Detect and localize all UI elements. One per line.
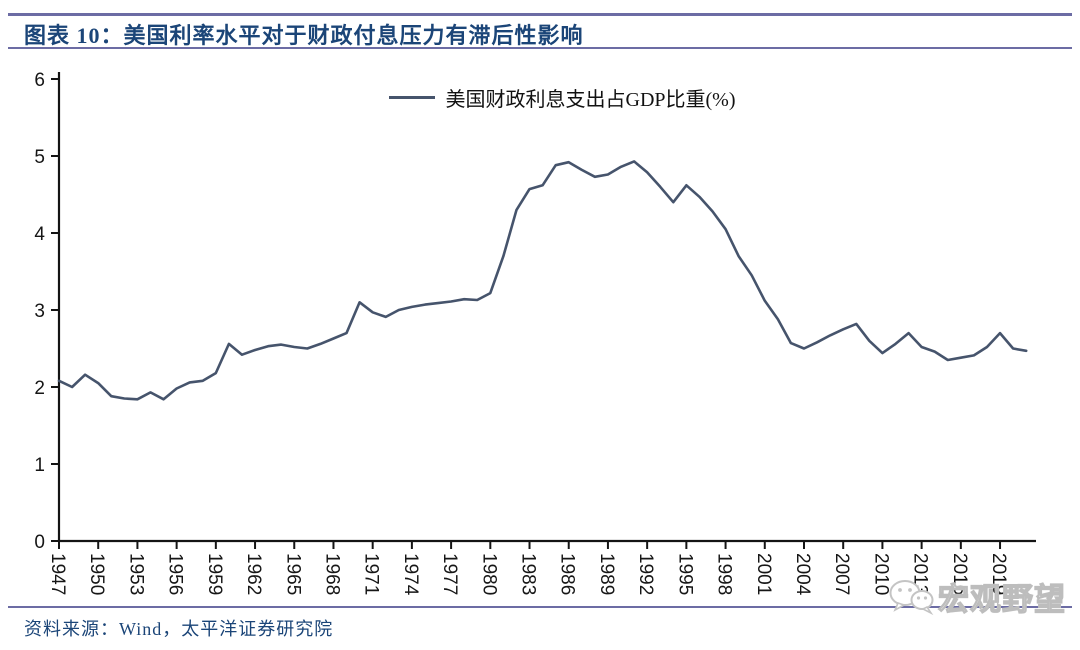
x-tick-label: 1980: [478, 553, 499, 595]
x-tick-label: 1959: [204, 553, 225, 595]
x-tick-label: 1965: [282, 553, 303, 595]
series-line: [57, 160, 1028, 401]
y-tick-label: 0: [34, 532, 45, 553]
x-tick-label: 1992: [635, 553, 656, 595]
y-tick-label: 2: [34, 378, 45, 399]
x-tick-label: 1998: [714, 553, 735, 595]
x-tick-label: 1983: [518, 553, 539, 595]
figure-title: 图表 10：美国利率水平对于财政付息压力有滞后性影响: [24, 23, 584, 48]
x-tick-label: 2010: [870, 553, 891, 595]
x-tick-label: 1974: [400, 553, 421, 596]
x-tick-label: 1962: [243, 553, 264, 595]
legend-line-marker: [388, 95, 435, 99]
source-note: 资料来源：Wind，太平洋证券研究院: [24, 619, 334, 639]
x-tick-label: 1950: [86, 553, 107, 595]
watermark: 宏观野望: [888, 574, 1066, 619]
y-tick-label: 5: [34, 147, 45, 168]
x-tick-label: 1971: [361, 553, 382, 595]
x-tick-label: 1968: [321, 553, 342, 595]
x-tick-label: 2016: [949, 553, 970, 595]
x-tick-label: 2004: [792, 553, 813, 596]
legend-label: 美国财政利息支出占GDP比重(%): [445, 88, 736, 111]
x-tick-label: 2019: [988, 553, 1009, 595]
y-tick-label: 1: [34, 455, 45, 476]
y-tick-label: 3: [34, 301, 45, 322]
bottom-rule: [8, 606, 1072, 608]
wechat-icon: [889, 579, 934, 615]
x-tick-label: 1986: [557, 553, 578, 595]
x-tick-label: 1995: [674, 553, 695, 595]
top-rule: [8, 13, 1072, 16]
x-tick-label: 2001: [753, 553, 774, 595]
chart-legend: 美国财政利息支出占GDP比重(%): [0, 84, 1080, 111]
x-tick-label: 1956: [165, 553, 186, 595]
y-tick-label: 4: [34, 224, 45, 245]
watermark-text: 宏观野望: [937, 581, 1066, 617]
y-tick-label: 6: [34, 70, 45, 91]
x-tick-label: 1989: [596, 553, 617, 595]
x-tick-label: 1977: [439, 553, 460, 595]
title-underline-rule: [8, 47, 1072, 49]
x-tick-label: 1953: [125, 553, 146, 595]
x-tick-label: 2007: [831, 553, 852, 595]
x-tick-label: 1947: [47, 553, 68, 595]
